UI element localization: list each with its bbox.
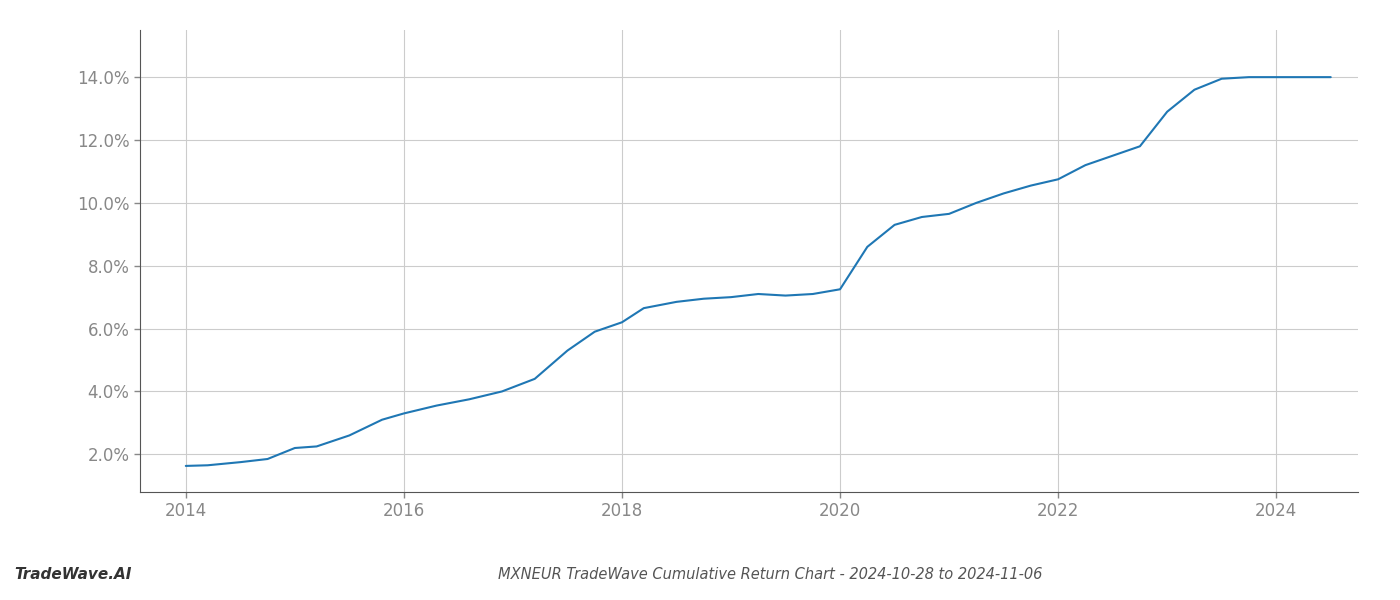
Text: MXNEUR TradeWave Cumulative Return Chart - 2024-10-28 to 2024-11-06: MXNEUR TradeWave Cumulative Return Chart… — [498, 567, 1042, 582]
Text: TradeWave.AI: TradeWave.AI — [14, 567, 132, 582]
